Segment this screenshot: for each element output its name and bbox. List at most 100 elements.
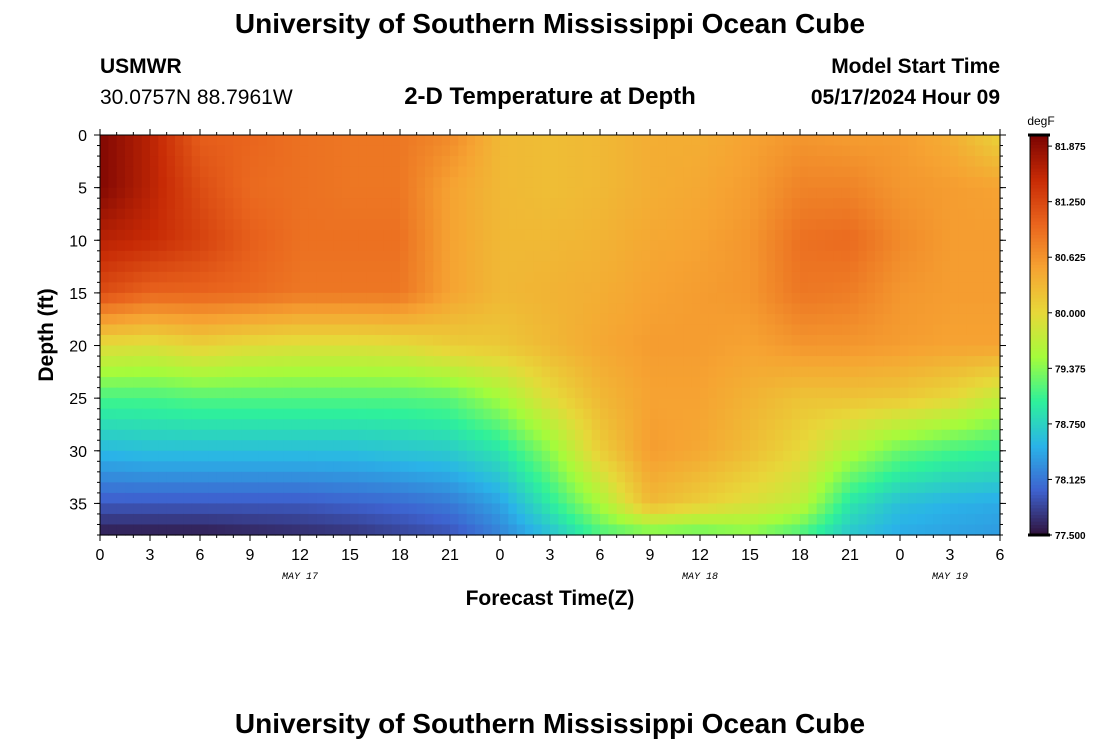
heatmap-cell bbox=[475, 419, 484, 431]
heatmap-cell bbox=[508, 156, 518, 168]
heatmap-cell bbox=[716, 187, 726, 199]
heatmap-cell bbox=[491, 408, 501, 420]
heatmap-cell bbox=[191, 145, 201, 157]
heatmap-cell bbox=[775, 335, 784, 347]
heatmap-cell bbox=[766, 440, 776, 452]
colorbar-segment bbox=[1030, 388, 1048, 393]
heatmap-cell bbox=[325, 250, 334, 262]
heatmap-cell bbox=[666, 177, 676, 189]
heatmap-cell bbox=[450, 198, 459, 210]
heatmap-cell bbox=[750, 503, 759, 515]
heatmap-cell bbox=[641, 419, 651, 431]
heatmap-cell bbox=[308, 198, 318, 210]
heatmap-cell bbox=[700, 482, 709, 494]
heatmap-cell bbox=[666, 324, 676, 336]
heatmap-cell bbox=[375, 398, 384, 410]
heatmap-cell bbox=[883, 524, 893, 536]
heatmap-cell bbox=[650, 229, 659, 241]
heatmap-cell bbox=[641, 366, 651, 378]
heatmap-cell bbox=[158, 356, 168, 368]
heatmap-cell bbox=[975, 229, 984, 241]
heatmap-cell bbox=[466, 366, 476, 378]
heatmap-cell bbox=[308, 208, 318, 220]
heatmap-cell bbox=[733, 282, 743, 294]
heatmap-cell bbox=[366, 524, 376, 536]
heatmap-cell bbox=[758, 377, 768, 389]
heatmap-cell bbox=[133, 208, 143, 220]
heatmap-cell bbox=[858, 387, 868, 399]
heatmap-cell bbox=[258, 135, 268, 147]
heatmap-cell bbox=[441, 187, 451, 199]
heatmap-cell bbox=[508, 471, 518, 483]
heatmap-cell bbox=[141, 135, 151, 147]
heatmap-cell bbox=[900, 198, 909, 210]
heatmap-cell bbox=[133, 366, 143, 378]
heatmap-cell bbox=[866, 250, 876, 262]
colorbar-segment bbox=[1030, 148, 1048, 153]
heatmap-cell bbox=[241, 166, 251, 178]
heatmap-cell bbox=[800, 292, 809, 305]
heatmap-cell bbox=[708, 429, 718, 441]
heatmap-cell bbox=[966, 429, 976, 441]
heatmap-cell bbox=[283, 166, 293, 178]
heatmap-cell bbox=[208, 513, 218, 526]
heatmap-cell bbox=[450, 524, 459, 536]
heatmap-cell bbox=[716, 492, 726, 505]
colorbar-segment bbox=[1030, 481, 1048, 486]
heatmap-cell bbox=[866, 503, 876, 515]
heatmap-cell bbox=[666, 219, 676, 231]
heatmap-cell bbox=[758, 166, 768, 178]
heatmap-cell bbox=[225, 366, 234, 378]
heatmap-cell bbox=[541, 429, 551, 441]
heatmap-cell bbox=[958, 166, 968, 178]
heatmap-cell bbox=[700, 271, 709, 283]
heatmap-cell bbox=[616, 145, 626, 157]
heatmap-cell bbox=[766, 356, 776, 368]
heatmap-cell bbox=[266, 461, 276, 473]
heatmap-cell bbox=[400, 240, 409, 252]
heatmap-cell bbox=[658, 250, 668, 262]
heatmap-cell bbox=[608, 366, 618, 378]
heatmap-cell bbox=[183, 335, 193, 347]
heatmap-cell bbox=[558, 461, 568, 473]
heatmap-cell bbox=[633, 156, 643, 168]
heatmap-cell bbox=[308, 282, 318, 294]
heatmap-cell bbox=[775, 461, 784, 473]
heatmap-cell bbox=[625, 208, 634, 220]
colorbar-segment bbox=[1030, 461, 1048, 466]
heatmap-cell bbox=[258, 503, 268, 515]
heatmap-cell bbox=[941, 313, 951, 326]
heatmap-cell bbox=[383, 145, 393, 157]
heatmap-cell bbox=[550, 377, 559, 389]
heatmap-cell bbox=[350, 335, 359, 347]
colorbar-segment bbox=[1030, 168, 1048, 173]
heatmap-cell bbox=[991, 492, 1001, 505]
heatmap-cell bbox=[825, 450, 834, 462]
heatmap-cell bbox=[400, 387, 409, 399]
heatmap-cell bbox=[416, 503, 426, 515]
heatmap-cell bbox=[600, 303, 609, 315]
heatmap-cell bbox=[300, 398, 309, 410]
heatmap-cell bbox=[258, 187, 268, 199]
heatmap-cell bbox=[558, 513, 568, 526]
heatmap-cell bbox=[866, 177, 876, 189]
heatmap-cell bbox=[483, 229, 493, 241]
heatmap-cell bbox=[533, 250, 543, 262]
heatmap-cell bbox=[283, 419, 293, 431]
colorbar-segment bbox=[1030, 385, 1048, 389]
heatmap-cell bbox=[266, 450, 276, 462]
heatmap-cell bbox=[800, 324, 809, 336]
heatmap-cell bbox=[766, 271, 776, 283]
heatmap-cell bbox=[575, 208, 584, 220]
heatmap-cell bbox=[533, 471, 543, 483]
heatmap-cell bbox=[558, 198, 568, 210]
heatmap-cell bbox=[450, 398, 459, 410]
heatmap-cell bbox=[966, 229, 976, 241]
heatmap-cell bbox=[716, 482, 726, 494]
heatmap-cell bbox=[616, 419, 626, 431]
heatmap-cell bbox=[116, 282, 126, 294]
heatmap-cell bbox=[516, 166, 526, 178]
heatmap-cell bbox=[775, 524, 784, 536]
heatmap-cell bbox=[683, 177, 693, 189]
heatmap-cell bbox=[200, 271, 209, 283]
